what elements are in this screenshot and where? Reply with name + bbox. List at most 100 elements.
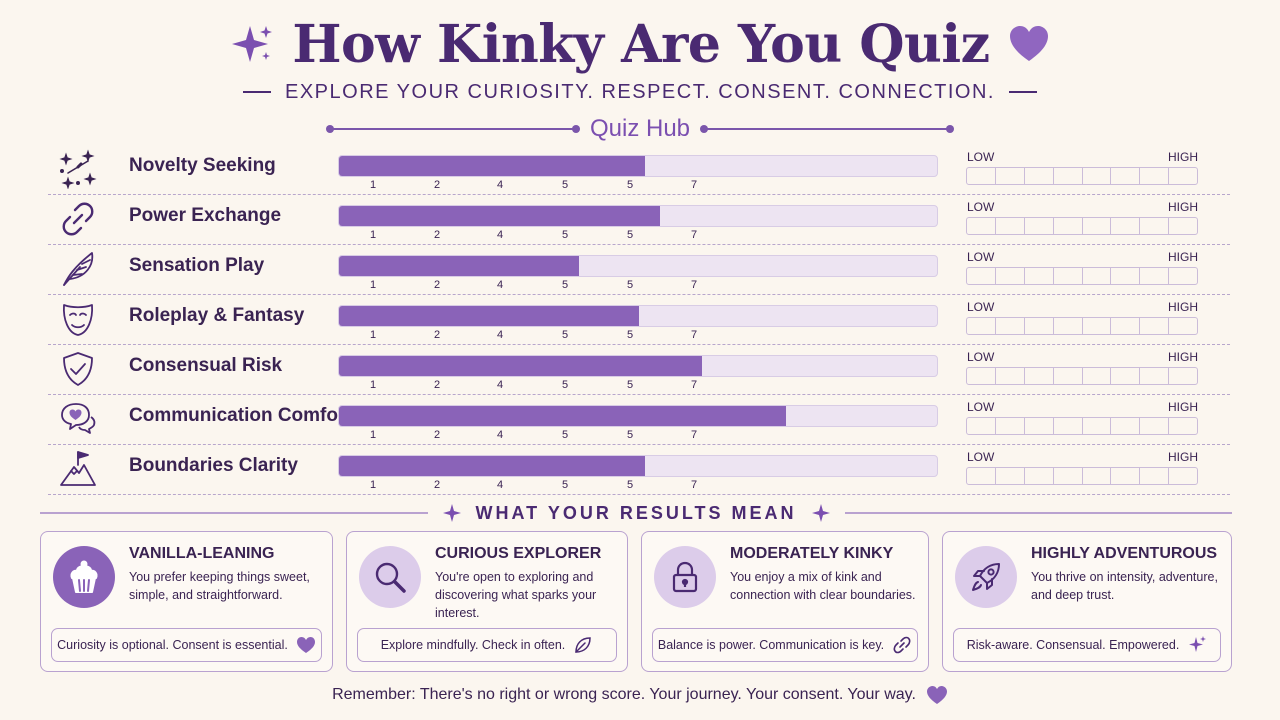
title-row: How Kinky Are You Quiz	[0, 8, 1280, 80]
tick-label: 2	[433, 329, 441, 341]
card-title: VANILLA-LEANING	[129, 545, 275, 562]
score-bar-fill	[339, 256, 579, 276]
score-ticks: 1 2 4 5 5 7	[366, 179, 706, 191]
score-bar-fill	[339, 356, 702, 376]
rocket-icon	[955, 546, 1017, 608]
dimension-label: Boundaries Clarity	[129, 455, 298, 476]
low-high-scale	[966, 317, 1198, 335]
score-bar-fill	[339, 156, 645, 176]
sparkle-icon	[232, 26, 273, 62]
tick-label: 7	[690, 179, 698, 191]
scale-cell	[996, 418, 1025, 434]
scale-low-label: LOW	[967, 250, 995, 264]
link-icon	[893, 636, 911, 654]
scale-cell	[1111, 268, 1141, 284]
tick-label: 5	[626, 379, 634, 391]
divider	[700, 125, 955, 133]
scale-cell	[996, 368, 1025, 384]
result-card-vanilla: VANILLA-LEANING You prefer keeping thing…	[40, 531, 333, 672]
scale-high-label: HIGH	[1168, 450, 1198, 464]
scale-cell	[1111, 218, 1141, 234]
scale-cell	[1054, 318, 1083, 334]
scale-cell	[1083, 468, 1112, 484]
scale-cell	[1025, 368, 1054, 384]
scale-cell	[996, 168, 1025, 184]
scale-cell	[1169, 318, 1197, 334]
card-footer: Curiosity is optional. Consent is essent…	[51, 628, 322, 662]
tick-label: 1	[369, 379, 377, 391]
dimension-label: Roleplay & Fantasy	[129, 305, 305, 326]
card-description: You prefer keeping things sweet, simple,…	[129, 570, 310, 602]
scale-cell	[1054, 218, 1083, 234]
card-footer: Risk-aware. Consensual. Empowered.	[953, 628, 1221, 662]
scale-low-label: LOW	[967, 300, 995, 314]
tick-label: 1	[369, 479, 377, 491]
tick-label: 2	[433, 279, 441, 291]
card-footer-text: Risk-aware. Consensual. Empowered.	[966, 638, 1180, 652]
cupcake-icon	[53, 546, 115, 608]
card-footer: Explore mindfully. Check in often.	[357, 628, 617, 662]
scale-low-label: LOW	[967, 450, 995, 464]
scale-high-label: HIGH	[1168, 400, 1198, 414]
dimension-row: Roleplay & Fantasy 1 2 4 5 5 7 LOW HIGH	[48, 295, 1230, 345]
tick-label: 5	[626, 479, 634, 491]
low-high-scale	[966, 217, 1198, 235]
tick-label: 7	[690, 329, 698, 341]
score-bar	[338, 355, 938, 377]
score-bar-fill	[339, 456, 645, 476]
score-bar	[338, 155, 938, 177]
scale-cell	[996, 468, 1025, 484]
scale-cell	[1025, 268, 1054, 284]
scale-cell	[1140, 268, 1170, 284]
low-high-scale	[966, 417, 1198, 435]
scale-cell	[1083, 318, 1112, 334]
tick-label: 5	[561, 329, 569, 341]
score-bar	[338, 205, 938, 227]
scale-low-label: LOW	[967, 150, 995, 164]
dimension-row: Power Exchange 1 2 4 5 5 7 LOW HIGH	[48, 195, 1230, 245]
scale-high-label: HIGH	[1168, 300, 1198, 314]
card-title: CURIOUS EXPLORER	[435, 545, 602, 562]
tick-label: 7	[690, 379, 698, 391]
magnifier-icon	[359, 546, 421, 608]
tick-label: 7	[690, 229, 698, 241]
score-ticks: 1 2 4 5 5 7	[366, 279, 706, 291]
low-high-scale	[966, 367, 1198, 385]
scale-cell	[1140, 468, 1170, 484]
tick-label: 2	[433, 179, 441, 191]
tick-label: 4	[496, 379, 504, 391]
score-bar-fill	[339, 206, 660, 226]
tick-label: 7	[690, 279, 698, 291]
tick-label: 5	[626, 279, 634, 291]
scale-cell	[1025, 468, 1054, 484]
scale-high-label: HIGH	[1168, 150, 1198, 164]
scale-high-label: HIGH	[1168, 200, 1198, 214]
score-bar	[338, 255, 938, 277]
scale-cell	[1169, 168, 1197, 184]
tick-label: 2	[433, 429, 441, 441]
card-description: You enjoy a mix of kink and connection w…	[730, 570, 916, 602]
scale-cell	[1140, 218, 1170, 234]
footer-text: Remember: There's no right or wrong scor…	[332, 686, 916, 703]
scale-low-label: LOW	[967, 350, 995, 364]
mask-icon	[58, 299, 98, 339]
card-title: HIGHLY ADVENTUROUS	[1031, 545, 1218, 562]
scale-cell	[1169, 418, 1197, 434]
results-title: WHAT YOUR RESULTS MEAN	[475, 502, 797, 523]
scale-cell	[1025, 218, 1054, 234]
scale-low-label: LOW	[967, 200, 995, 214]
scale-high-label: HIGH	[1168, 250, 1198, 264]
score-ticks: 1 2 4 5 5 7	[366, 229, 706, 241]
subtitle-row: EXPLORE YOUR CURIOSITY. RESPECT. CONSENT…	[0, 78, 1280, 106]
chain-link-icon	[58, 199, 98, 239]
scale-cell	[1083, 218, 1112, 234]
tick-label: 7	[690, 429, 698, 441]
card-footer-text: Balance is power. Communication is key.	[657, 638, 885, 652]
scale-cell	[967, 218, 996, 234]
scale-cell	[1111, 418, 1141, 434]
scale-cell	[967, 168, 996, 184]
tick-label: 2	[433, 229, 441, 241]
tick-label: 5	[626, 329, 634, 341]
scale-cell	[1083, 268, 1112, 284]
heart-icon	[926, 686, 947, 704]
